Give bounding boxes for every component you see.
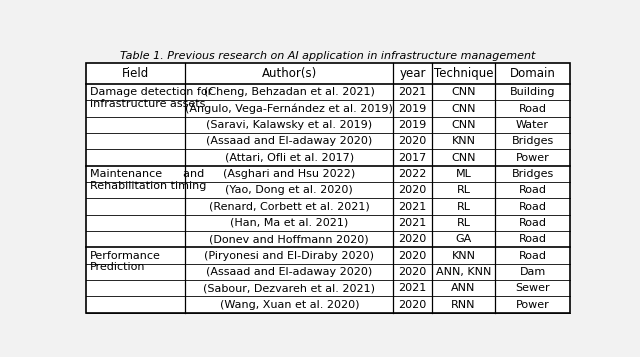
- Text: (Assaad and El-adaway 2020): (Assaad and El-adaway 2020): [206, 136, 372, 146]
- Text: (Assaad and El-adaway 2020): (Assaad and El-adaway 2020): [206, 267, 372, 277]
- Text: (Donev and Hoffmann 2020): (Donev and Hoffmann 2020): [209, 234, 369, 244]
- Text: Road: Road: [518, 234, 547, 244]
- Text: (Sabour, Dezvareh et al. 2021): (Sabour, Dezvareh et al. 2021): [204, 283, 375, 293]
- Text: 2022: 2022: [399, 169, 427, 179]
- Text: Power: Power: [516, 300, 549, 310]
- Text: RL: RL: [456, 218, 470, 228]
- Text: Road: Road: [518, 218, 547, 228]
- Text: 2020: 2020: [399, 185, 427, 195]
- Text: Road: Road: [518, 251, 547, 261]
- Text: Damage detection for
infrastructure assets: Damage detection for infrastructure asse…: [90, 87, 212, 109]
- Text: Road: Road: [518, 202, 547, 212]
- Text: 2017: 2017: [399, 152, 427, 162]
- Text: year: year: [399, 67, 426, 80]
- Text: Building: Building: [510, 87, 556, 97]
- Text: Maintenance      and
Rehabilitation timing: Maintenance and Rehabilitation timing: [90, 169, 206, 191]
- Text: CNN: CNN: [451, 104, 476, 114]
- Text: 2021: 2021: [399, 283, 427, 293]
- Text: Bridges: Bridges: [511, 136, 554, 146]
- Text: (Han, Ma et al. 2021): (Han, Ma et al. 2021): [230, 218, 348, 228]
- Text: (Asghari and Hsu 2022): (Asghari and Hsu 2022): [223, 169, 355, 179]
- Text: 2020: 2020: [399, 300, 427, 310]
- Text: 2021: 2021: [399, 218, 427, 228]
- Text: 2020: 2020: [399, 251, 427, 261]
- Text: 2021: 2021: [399, 87, 427, 97]
- Text: ANN: ANN: [451, 283, 476, 293]
- Text: 2020: 2020: [399, 267, 427, 277]
- Text: Table 1. Previous research on AI application in infrastructure management: Table 1. Previous research on AI applica…: [120, 51, 536, 61]
- Text: ANN, KNN: ANN, KNN: [436, 267, 492, 277]
- Text: Author(s): Author(s): [262, 67, 317, 80]
- Text: (Renard, Corbett et al. 2021): (Renard, Corbett et al. 2021): [209, 202, 370, 212]
- Text: (Saravi, Kalawsky et al. 2019): (Saravi, Kalawsky et al. 2019): [206, 120, 372, 130]
- Text: (Angulo, Vega-Fernández et al. 2019): (Angulo, Vega-Fernández et al. 2019): [186, 103, 393, 114]
- Text: (Cheng, Behzadan et al. 2021): (Cheng, Behzadan et al. 2021): [204, 87, 374, 97]
- Text: GA: GA: [456, 234, 472, 244]
- Text: RL: RL: [456, 202, 470, 212]
- Text: Road: Road: [518, 185, 547, 195]
- Text: Sewer: Sewer: [515, 283, 550, 293]
- Text: Performance
Prediction: Performance Prediction: [90, 251, 161, 272]
- Text: (Wang, Xuan et al. 2020): (Wang, Xuan et al. 2020): [220, 300, 359, 310]
- Text: Domain: Domain: [509, 67, 556, 80]
- Text: Water: Water: [516, 120, 549, 130]
- Text: 2020: 2020: [399, 234, 427, 244]
- Text: Dam: Dam: [520, 267, 546, 277]
- Text: KNN: KNN: [452, 136, 476, 146]
- Text: CNN: CNN: [451, 120, 476, 130]
- Text: ML: ML: [456, 169, 472, 179]
- Text: 2021: 2021: [399, 202, 427, 212]
- Text: Road: Road: [518, 104, 547, 114]
- Text: Power: Power: [516, 152, 549, 162]
- Text: Field: Field: [122, 67, 149, 80]
- Text: Bridges: Bridges: [511, 169, 554, 179]
- Text: (Attari, Ofli et al. 2017): (Attari, Ofli et al. 2017): [225, 152, 354, 162]
- Text: (Yao, Dong et al. 2020): (Yao, Dong et al. 2020): [225, 185, 353, 195]
- Text: CNN: CNN: [451, 87, 476, 97]
- Text: RL: RL: [456, 185, 470, 195]
- Text: (Piryonesi and El-Diraby 2020): (Piryonesi and El-Diraby 2020): [204, 251, 374, 261]
- Text: RNN: RNN: [451, 300, 476, 310]
- Text: 2020: 2020: [399, 136, 427, 146]
- Text: Technique: Technique: [434, 67, 493, 80]
- Text: KNN: KNN: [452, 251, 476, 261]
- Text: 2019: 2019: [399, 104, 427, 114]
- Text: 2019: 2019: [399, 120, 427, 130]
- Text: CNN: CNN: [451, 152, 476, 162]
